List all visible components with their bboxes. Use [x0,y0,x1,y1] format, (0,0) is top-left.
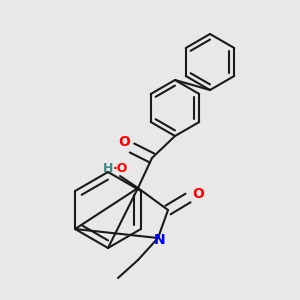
Text: H: H [103,161,113,175]
Text: ·O: ·O [112,161,128,175]
Text: N: N [154,233,166,247]
Text: O: O [192,187,204,201]
Text: O: O [118,135,130,149]
